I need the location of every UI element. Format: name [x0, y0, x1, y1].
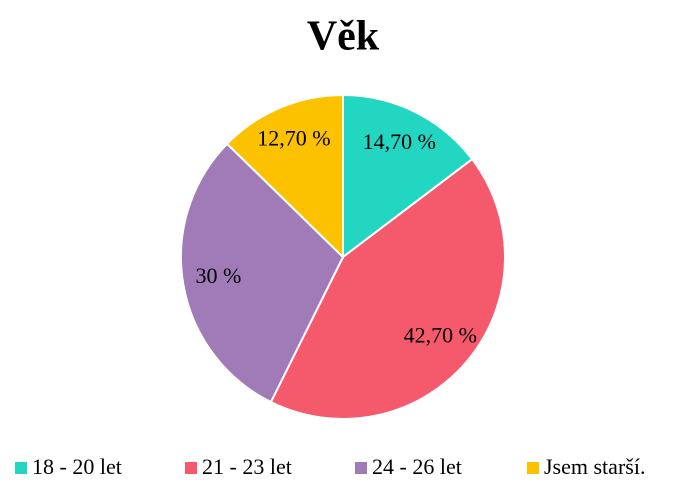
data-label: 12,70 % — [257, 126, 330, 151]
data-label: 30 % — [196, 263, 242, 288]
legend-swatch — [527, 462, 539, 474]
pie-slice — [225, 93, 344, 260]
chart-title: Věk — [307, 14, 380, 60]
pie-slice — [180, 142, 345, 404]
legend-label: Jsem starší. — [544, 454, 645, 479]
data-label: 14,70 % — [363, 129, 436, 154]
legend-swatch — [355, 462, 367, 474]
legend-label: 21 - 23 let — [202, 454, 292, 479]
data-label: 42,70 % — [404, 323, 477, 348]
legend-swatch — [15, 462, 27, 474]
pie-slice — [342, 93, 474, 260]
legend-swatch — [185, 462, 197, 474]
legend-label: 24 - 26 let — [372, 454, 462, 479]
legend-label: 18 - 20 let — [32, 454, 122, 479]
pie-slice — [269, 157, 506, 420]
